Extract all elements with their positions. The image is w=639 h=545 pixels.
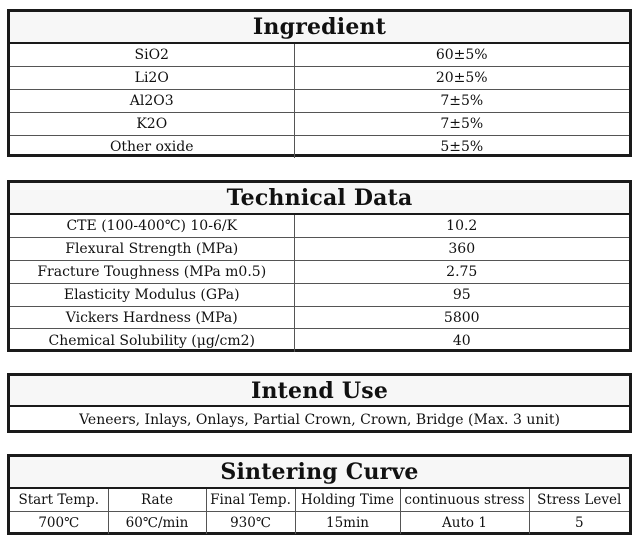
property-value: 10.2 <box>293 215 629 239</box>
ingredient-value: 7±5% <box>293 111 629 136</box>
table-row: Li2O 20±5% <box>10 66 629 91</box>
intend-use-text: Veneers, Inlays, Onlays, Partial Crown, … <box>79 412 560 428</box>
table-row: CTE (100-400℃) 10-6/K 10.2 <box>10 215 629 239</box>
property-name: Elasticity Modulus (GPa) <box>10 282 295 307</box>
ingredient-value: 60±5% <box>293 44 629 68</box>
ingredient-name: K2O <box>10 111 295 136</box>
property-name: CTE (100-400℃) 10-6/K <box>10 215 295 239</box>
column-header: Final Temp. <box>205 489 296 512</box>
table-row: Chemical Solubility (μg/cm2) 40 <box>10 328 629 352</box>
ingredient-title: Ingredient <box>10 12 629 44</box>
column-header: Start Temp. <box>10 489 109 512</box>
sintering-curve-table: Start Temp. Rate Final Temp. Holding Tim… <box>10 489 629 534</box>
ingredient-name: Li2O <box>10 66 295 91</box>
table-row: SiO2 60±5% <box>10 44 629 68</box>
ingredient-name: SiO2 <box>10 44 295 68</box>
property-name: Vickers Hardness (MPa) <box>10 305 295 330</box>
intend-use-title: Intend Use <box>10 376 629 407</box>
technical-data-table: CTE (100-400℃) 10-6/K 10.2 Flexural Stre… <box>10 215 629 352</box>
ingredient-value: 7±5% <box>293 89 629 113</box>
sintering-curve-section: Sintering Curve Start Temp. Rate Final T… <box>7 454 632 535</box>
technical-data-title: Technical Data <box>10 183 629 215</box>
property-value: 360 <box>293 237 629 262</box>
technical-data-section: Technical Data CTE (100-400℃) 10-6/K 10.… <box>7 180 632 352</box>
column-header: Rate <box>107 489 207 512</box>
table-cell: 15min <box>294 511 401 534</box>
ingredient-value: 20±5% <box>293 66 629 91</box>
property-value: 40 <box>293 328 629 352</box>
column-header: Holding Time <box>294 489 401 512</box>
table-cell: Auto 1 <box>399 511 530 534</box>
table-cell: 60℃/min <box>107 511 207 534</box>
table-row: Other oxide 5±5% <box>10 134 629 158</box>
ingredient-section: Ingredient SiO2 60±5% Li2O 20±5% Al2O3 7… <box>7 9 632 158</box>
ingredient-table: SiO2 60±5% Li2O 20±5% Al2O3 7±5% K2O 7±5… <box>10 44 629 158</box>
table-cell: 700℃ <box>10 511 109 534</box>
column-header: continuous stress <box>399 489 530 512</box>
table-row: Vickers Hardness (MPa) 5800 <box>10 305 629 330</box>
table-row: Elasticity Modulus (GPa) 95 <box>10 282 629 307</box>
table-row: K2O 7±5% <box>10 111 629 136</box>
table-row: 700℃ 60℃/min 930℃ 15min Auto 1 5 <box>10 511 629 534</box>
ingredient-name: Al2O3 <box>10 89 295 113</box>
property-value: 95 <box>293 282 629 307</box>
ingredient-name: Other oxide <box>10 134 295 158</box>
table-cell: 5 <box>528 511 629 534</box>
sintering-curve-title: Sintering Curve <box>10 457 629 489</box>
property-value: 5800 <box>293 305 629 330</box>
column-header: Stress Level <box>528 489 629 512</box>
table-cell: 930℃ <box>205 511 296 534</box>
property-name: Chemical Solubility (μg/cm2) <box>10 328 295 352</box>
intend-use-section: Intend Use Veneers, Inlays, Onlays, Part… <box>7 373 632 433</box>
property-name: Flexural Strength (MPa) <box>10 237 295 262</box>
table-row: Al2O3 7±5% <box>10 89 629 113</box>
table-row: Fracture Toughness (MPa m0.5) 2.75 <box>10 260 629 284</box>
ingredient-value: 5±5% <box>293 134 629 158</box>
table-row: Flexural Strength (MPa) 360 <box>10 237 629 262</box>
property-value: 2.75 <box>293 260 629 284</box>
table-header-row: Start Temp. Rate Final Temp. Holding Tim… <box>10 489 629 512</box>
property-name: Fracture Toughness (MPa m0.5) <box>10 260 295 284</box>
